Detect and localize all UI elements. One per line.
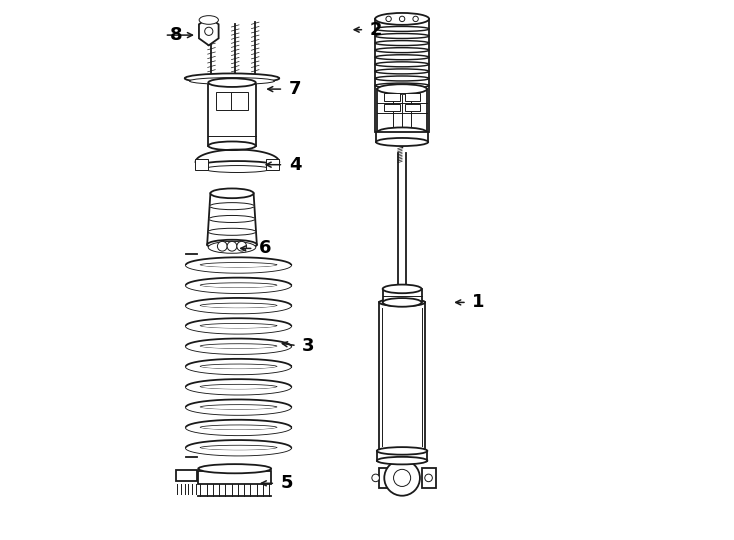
Circle shape — [227, 241, 237, 251]
Text: 7: 7 — [288, 80, 301, 98]
Circle shape — [217, 241, 227, 251]
Ellipse shape — [382, 285, 421, 293]
Bar — [404, 104, 420, 111]
Text: 2: 2 — [370, 21, 382, 39]
Ellipse shape — [377, 457, 427, 464]
Ellipse shape — [208, 141, 255, 150]
Ellipse shape — [375, 33, 429, 38]
Ellipse shape — [379, 299, 425, 306]
Bar — [195, 159, 208, 170]
Polygon shape — [186, 367, 291, 374]
Bar — [231, 92, 247, 110]
Polygon shape — [186, 407, 291, 415]
Text: 1: 1 — [472, 293, 484, 312]
Text: 3: 3 — [302, 336, 315, 355]
Bar — [377, 451, 427, 461]
Polygon shape — [199, 17, 219, 45]
Ellipse shape — [208, 78, 255, 87]
Ellipse shape — [199, 16, 219, 24]
Polygon shape — [186, 265, 291, 273]
Ellipse shape — [211, 188, 254, 198]
Ellipse shape — [376, 138, 428, 146]
Bar — [404, 92, 420, 101]
Bar — [217, 92, 233, 110]
Bar — [384, 92, 399, 101]
Ellipse shape — [377, 127, 427, 137]
Ellipse shape — [375, 55, 429, 60]
Polygon shape — [186, 326, 291, 334]
Circle shape — [399, 16, 404, 22]
Circle shape — [386, 16, 391, 22]
Polygon shape — [186, 285, 291, 293]
Bar — [377, 89, 427, 132]
Circle shape — [413, 16, 418, 22]
Circle shape — [372, 474, 379, 482]
Circle shape — [205, 27, 213, 36]
Bar — [384, 104, 399, 111]
Ellipse shape — [205, 166, 270, 172]
Bar — [266, 159, 280, 170]
Bar — [175, 470, 197, 481]
Ellipse shape — [375, 26, 429, 31]
Ellipse shape — [199, 161, 276, 171]
Text: 6: 6 — [259, 239, 272, 258]
Ellipse shape — [375, 40, 429, 45]
Polygon shape — [186, 387, 291, 395]
Circle shape — [385, 460, 420, 496]
Ellipse shape — [210, 202, 255, 210]
Circle shape — [237, 241, 247, 251]
Text: 8: 8 — [170, 26, 183, 44]
Ellipse shape — [382, 298, 421, 307]
Ellipse shape — [375, 48, 429, 52]
Ellipse shape — [375, 13, 429, 25]
Bar — [208, 83, 255, 146]
Ellipse shape — [208, 241, 255, 253]
Ellipse shape — [377, 84, 427, 94]
Ellipse shape — [375, 83, 429, 88]
Ellipse shape — [377, 447, 427, 455]
Ellipse shape — [375, 76, 429, 81]
Bar — [422, 468, 435, 488]
Bar — [198, 471, 271, 484]
Bar — [382, 289, 421, 302]
Ellipse shape — [198, 464, 271, 473]
Ellipse shape — [185, 73, 279, 83]
Polygon shape — [207, 193, 257, 245]
Ellipse shape — [375, 62, 429, 67]
Ellipse shape — [207, 240, 257, 249]
Polygon shape — [186, 448, 291, 455]
Ellipse shape — [189, 78, 275, 84]
Polygon shape — [186, 306, 291, 313]
Circle shape — [393, 469, 410, 487]
Bar — [379, 302, 425, 451]
Polygon shape — [186, 428, 291, 435]
Ellipse shape — [375, 69, 429, 74]
Ellipse shape — [208, 215, 255, 222]
Polygon shape — [186, 346, 291, 354]
Ellipse shape — [208, 228, 256, 235]
Text: 5: 5 — [280, 474, 293, 492]
Bar — [379, 468, 393, 488]
Circle shape — [425, 474, 432, 482]
Text: 4: 4 — [288, 156, 301, 174]
Bar — [376, 132, 428, 142]
